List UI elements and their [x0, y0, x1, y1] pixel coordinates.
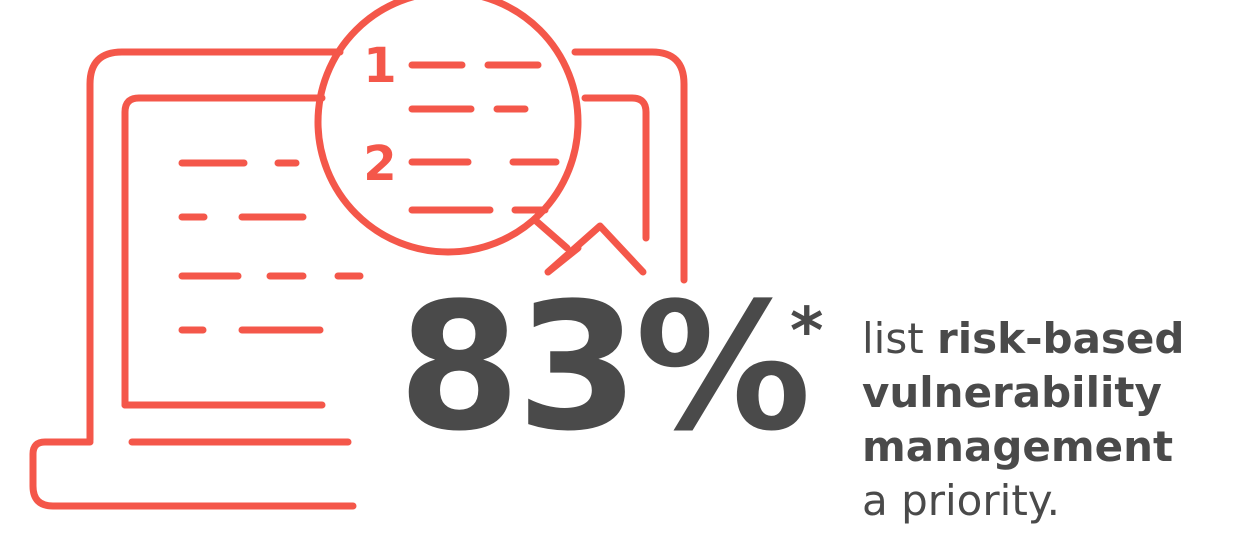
- caption-line-1: list risk-based: [862, 312, 1184, 366]
- caption-line-3: management: [862, 420, 1184, 474]
- rank-2-label: 2: [363, 136, 396, 192]
- caption-line-2: vulnerability: [862, 366, 1184, 420]
- stat-percentage: 83%: [398, 265, 811, 470]
- magnifier-handle: [531, 216, 647, 276]
- caption-line-4: a priority.: [862, 474, 1184, 528]
- screen-text-lines: [178, 159, 364, 334]
- lens-text-lines: [408, 61, 560, 214]
- caption-line-1-plain: list: [862, 314, 938, 363]
- caption-line-1-bold: risk-based: [937, 314, 1185, 363]
- caption-line-2-bold: vulnerability: [862, 368, 1162, 417]
- rank-1-label: 1: [363, 38, 396, 94]
- magnifier-lens: [314, 0, 582, 256]
- caption-line-3-bold: management: [862, 422, 1174, 471]
- footnote-marker: *: [790, 295, 824, 369]
- caption-line-4-plain: a priority.: [862, 476, 1061, 525]
- laptop-outer-frame: [86, 48, 344, 444]
- stat-caption: list risk-based vulnerability management…: [862, 312, 1184, 528]
- laptop-screen: [121, 94, 326, 409]
- laptop-base: [29, 438, 357, 510]
